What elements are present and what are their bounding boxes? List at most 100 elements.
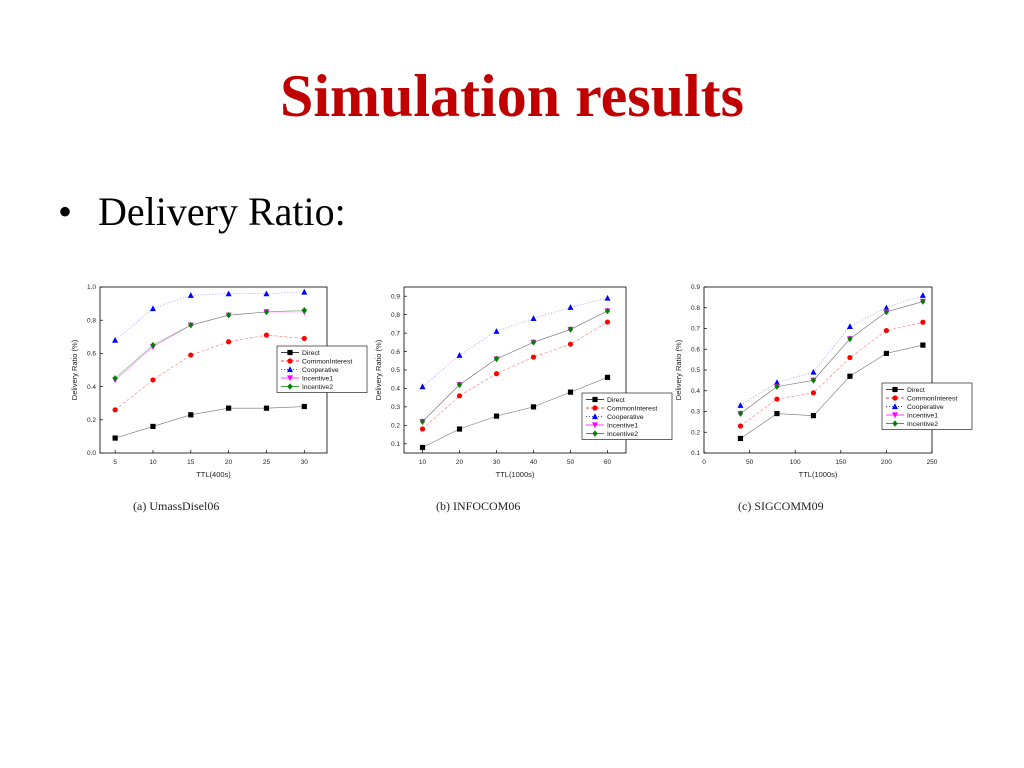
legend-label: CommonInterest [907,395,957,402]
data-point [188,321,194,329]
y-tick-label: 0.6 [87,351,96,358]
data-point [920,342,926,348]
y-tick-label: 1.0 [87,284,96,291]
bullet-dot: • [58,189,73,234]
data-point [920,319,926,325]
data-point [112,407,118,413]
x-tick-label: 5 [113,459,117,466]
x-tick-label: 150 [835,459,846,466]
y-tick-label: 0.2 [391,423,400,430]
series-line [740,301,923,414]
series-Incentive2 [737,298,926,417]
x-axis-label: TTL(1000s) [496,470,535,479]
data-point [226,405,232,411]
data-point [493,355,500,363]
series-Cooperative [737,292,926,408]
data-point [301,307,307,314]
data-point [774,396,780,402]
data-point [883,327,890,334]
series-line [422,377,608,448]
data-point [846,323,853,330]
y-tick-label: 0.7 [691,326,700,333]
y-tick-label: 0.9 [391,293,400,300]
series-line [114,334,305,411]
chart-1: 0.0 0.2 0.4 0.6 0.8 1.0 5 10 15 20 25 30 TTL(400s) De… [70,284,368,513]
x-tick-label: 20 [225,459,233,466]
data-point [810,390,817,396]
legend-label: Incentive2 [302,384,333,391]
data-point [263,308,270,316]
data-point [810,368,817,375]
legend-marker [892,412,898,419]
data-point [456,381,463,388]
series-Cooperative [419,294,611,390]
x-tick-label: 0 [702,459,706,466]
legend: DirectCommonInterestCooperativeIncentive… [881,382,973,430]
series-line [422,321,608,430]
data-point [188,352,194,358]
x-tick-label: 10 [419,459,427,466]
data-point [150,423,156,430]
data-point [419,418,426,425]
series-line [422,310,608,422]
data-point [604,374,611,380]
data-point [456,393,463,399]
y-axis-label: Delivery Ratio (%) [674,339,683,400]
data-point [226,312,232,319]
data-point [456,426,463,432]
legend-marker [592,422,598,429]
legend-label: Direct [302,350,320,357]
legend-label: Incentive1 [607,422,638,429]
series-Incentive2 [112,307,307,382]
legend-marker [592,405,598,411]
legend-marker [287,383,293,390]
y-tick-label: 0.4 [87,384,96,391]
data-point [419,383,426,390]
data-point [847,335,853,343]
series-line [115,406,305,439]
legend-marker [892,420,898,427]
legend-label: Incentive2 [907,421,938,428]
data-point [604,319,611,325]
legend-marker [892,403,898,410]
data-point [530,339,537,346]
data-point [883,308,889,316]
legend-label: Direct [607,397,625,404]
y-tick-label: 0.6 [391,349,400,356]
x-tick-label: 50 [567,459,575,466]
data-point [530,354,537,360]
series-line [114,309,305,379]
y-tick-label: 0.4 [691,388,700,395]
series-line [740,295,923,406]
series-Cooperative [112,288,308,343]
series-line [740,344,923,439]
data-point [301,335,307,342]
legend-label: Incentive1 [302,375,333,382]
y-axis-label: Delivery Ratio (%) [70,339,79,400]
data-point [737,402,744,408]
data-point [883,350,889,356]
data-point [263,290,270,297]
series-line [422,297,608,387]
data-point [456,352,463,358]
y-tick-label: 0.8 [87,317,96,324]
legend-marker [892,395,898,401]
series-Direct [112,403,307,441]
y-tick-label: 0.3 [691,409,700,416]
data-point [493,328,500,334]
chart-caption: (b) INFOCOM06 [436,499,520,513]
legend-label: CommonInterest [607,405,657,412]
data-point [847,373,853,379]
legend-marker [592,430,598,437]
data-point [604,294,611,301]
chart-3: 0.1 0.2 0.3 0.4 0.5 0.6 0.7 0.8 0.9 0 50 100 150 200 2… [674,284,973,513]
bullet-item: • Delivery Ratio: [58,188,346,235]
data-point [810,413,817,419]
legend-label: CommonInterest [302,358,352,365]
data-point [301,403,307,410]
y-tick-label: 0.7 [391,330,400,337]
y-tick-label: 0.4 [391,386,400,393]
x-tick-label: 10 [149,459,157,466]
data-point [920,298,926,305]
